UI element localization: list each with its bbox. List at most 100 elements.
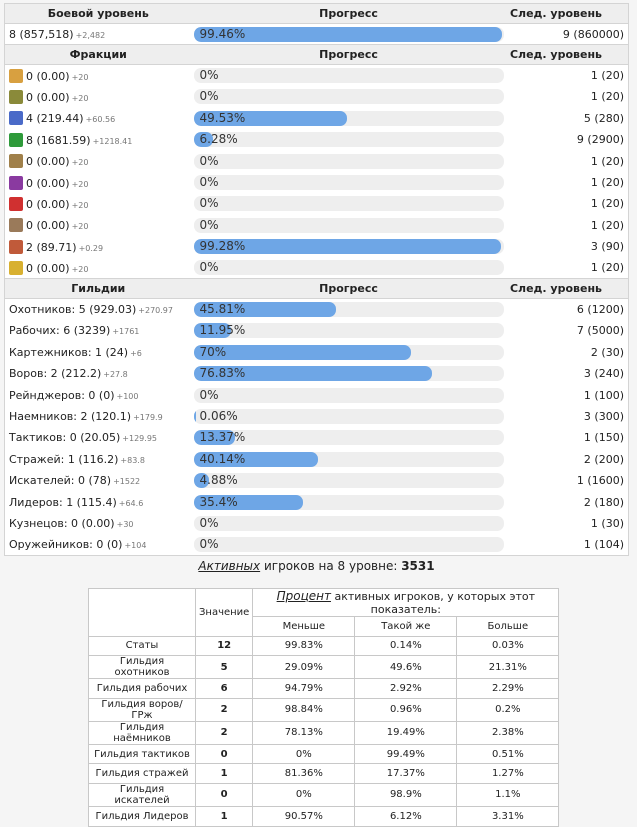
faction-value: 8 (1681.59) <box>26 133 91 147</box>
stats-row-value: 2 <box>194 697 254 722</box>
faction-row: 0 (0.00) +20 0% 1 (20) <box>5 172 629 193</box>
guild-value: Кузнецов: 0 (0.00) <box>9 516 115 530</box>
guild-delta: +83.8 <box>120 455 145 465</box>
guild-progress-pct: 0% <box>199 537 219 552</box>
faction-delta: +20 <box>71 158 89 168</box>
faction-progress-fill <box>193 239 502 255</box>
hammer-icon <box>9 218 23 233</box>
guild-progress-bar: 45.81% <box>193 302 504 318</box>
faction-delta: +20 <box>71 93 89 103</box>
faction-delta: +20 <box>71 72 89 82</box>
stats-row-more: 21.31% <box>456 655 560 680</box>
guild-value: Оружейников: 0 (0) <box>9 538 123 552</box>
guild-progress-pct: 11.95% <box>199 323 246 338</box>
faction-value: 0 (0.00) <box>26 261 70 275</box>
guild-next: 1 (150) <box>583 431 624 445</box>
faction-delta: +20 <box>71 200 89 210</box>
guild-value: Искателей: 0 (78) <box>9 474 112 488</box>
stats-row-same: 99.49% <box>354 743 458 765</box>
faction-row: 0 (0.00) +20 0% 1 (20) <box>5 215 629 236</box>
active-text: игроков на 8 уровне: <box>263 559 398 573</box>
guild-progress-bar: 0% <box>193 537 504 553</box>
combat-header-progress: Прогресс <box>191 3 506 24</box>
stats-row-value: 0 <box>194 743 254 765</box>
faction-progress-pct: 6.28% <box>199 132 238 147</box>
stats-row-same: 19.49% <box>354 720 458 745</box>
faction-next: 3 (90) <box>590 240 624 254</box>
stats-row-value: 1 <box>194 763 254 784</box>
demon-icon <box>9 175 23 190</box>
stats-row: Статы 12 99.83% 0.14% 0.03% <box>88 635 560 657</box>
stats-row-value: 0 <box>194 782 254 807</box>
wizard-hat-icon <box>9 111 23 126</box>
faction-progress-bar: 6.28% <box>193 132 504 148</box>
factions-header-progress: Прогресс <box>191 44 506 66</box>
stats-row-label: Гильдия воров/ГРж <box>88 697 196 722</box>
faction-value: 4 (219.44) <box>26 112 84 126</box>
faction-delta: +20 <box>71 264 89 274</box>
faction-progress-pct: 0% <box>199 217 219 232</box>
faction-value: 0 (0.00) <box>26 219 70 233</box>
guild-row: Оружейников: 0 (0) +104 0% 1 (104) <box>5 534 629 555</box>
guild-row: Охотников: 5 (929.03) +270.97 45.81% 6 (120… <box>5 299 629 320</box>
combat-value-cell: 8 (857,518) +2,482 <box>5 24 192 45</box>
stats-row-less: 29.09% <box>252 655 356 680</box>
faction-progress-pct: 49.53% <box>199 110 246 125</box>
faction-next: 1 (20) <box>590 197 624 211</box>
guild-progress-pct: 35.4% <box>199 494 238 509</box>
faction-progress-bar: 0% <box>193 260 504 276</box>
stats-row-label: Статы <box>88 635 196 657</box>
guild-delta: +30 <box>116 519 134 529</box>
stats-row-same: 49.6% <box>354 655 458 680</box>
faction-row: 0 (0.00) +20 0% 1 (20) <box>5 65 629 86</box>
stats-row-less: 98.84% <box>252 697 356 722</box>
stats-percent-link[interactable]: Процент <box>276 589 331 603</box>
guild-next: 1 (104) <box>583 538 624 552</box>
stats-row-same: 2.92% <box>354 678 458 699</box>
stats-row-label: Гильдия стражей <box>88 763 196 784</box>
guild-next: 2 (200) <box>583 452 624 466</box>
active-players-line: Активных игроков на 8 уровне: 3531 <box>4 559 629 573</box>
combat-delta: +2,482 <box>75 30 106 40</box>
guild-progress-fill <box>193 451 318 467</box>
faction-progress-bar: 0% <box>193 89 504 105</box>
stats-row-label: Гильдия тактиков <box>88 743 196 765</box>
guild-progress-bar: 0.06% <box>193 408 504 424</box>
stats-row-value: 5 <box>194 655 254 680</box>
stats-row-label: Гильдия наёмников <box>88 720 196 745</box>
stats-row: Гильдия тактиков 0 0% 99.49% 0.51% <box>88 743 560 765</box>
guild-next: 2 (30) <box>590 345 624 359</box>
active-link[interactable]: Активных <box>198 559 261 573</box>
guild-row: Воров: 2 (212.2) +27.8 76.83% 3 (240) <box>5 363 629 384</box>
stats-row-less: 78.13% <box>252 720 356 745</box>
guild-value: Рейнджеров: 0 (0) <box>9 388 115 402</box>
stats-row-more: 2.38% <box>456 720 560 745</box>
guild-value: Стражей: 1 (116.2) <box>9 452 119 466</box>
stats-row-label: Гильдия искателей <box>88 782 196 807</box>
stats-row-label: Гильдия рабочих <box>88 678 196 699</box>
guild-progress-fill <box>193 430 235 446</box>
guild-delta: +104 <box>124 541 147 551</box>
stats-col-more: Больше <box>456 616 560 637</box>
combat-header-label: Боевой уровень <box>4 3 192 24</box>
guild-row: Рейнджеров: 0 (0) +100 0% 1 (100) <box>5 384 629 405</box>
guild-delta: +129.95 <box>122 434 157 444</box>
guild-progress-bar: 4.88% <box>193 473 504 489</box>
guild-delta: +1761 <box>112 327 140 337</box>
faction-progress-bar: 49.53% <box>193 110 504 126</box>
faction-value: 2 (89.71) <box>26 240 77 254</box>
stats-row-less: 0% <box>252 782 356 807</box>
guild-progress-bar: 40.14% <box>193 451 504 467</box>
guild-delta: +1522 <box>113 477 141 487</box>
guild-progress-bar: 0% <box>193 387 504 403</box>
faction-value: 0 (0.00) <box>26 176 70 190</box>
stats-row: Гильдия стражей 1 81.36% 17.37% 1.27% <box>88 763 560 784</box>
faction-progress-bar: 0% <box>193 196 504 212</box>
guild-progress-pct: 0.06% <box>199 408 238 423</box>
guild-progress-bar: 76.83% <box>193 366 504 382</box>
guild-progress-pct: 0% <box>199 515 219 530</box>
guild-next: 1 (100) <box>583 388 624 402</box>
guild-row: Лидеров: 1 (115.4) +64.6 35.4% 2 (180) <box>5 491 629 512</box>
faction-progress-pct: 0% <box>199 196 219 211</box>
cross-icon <box>9 68 23 83</box>
